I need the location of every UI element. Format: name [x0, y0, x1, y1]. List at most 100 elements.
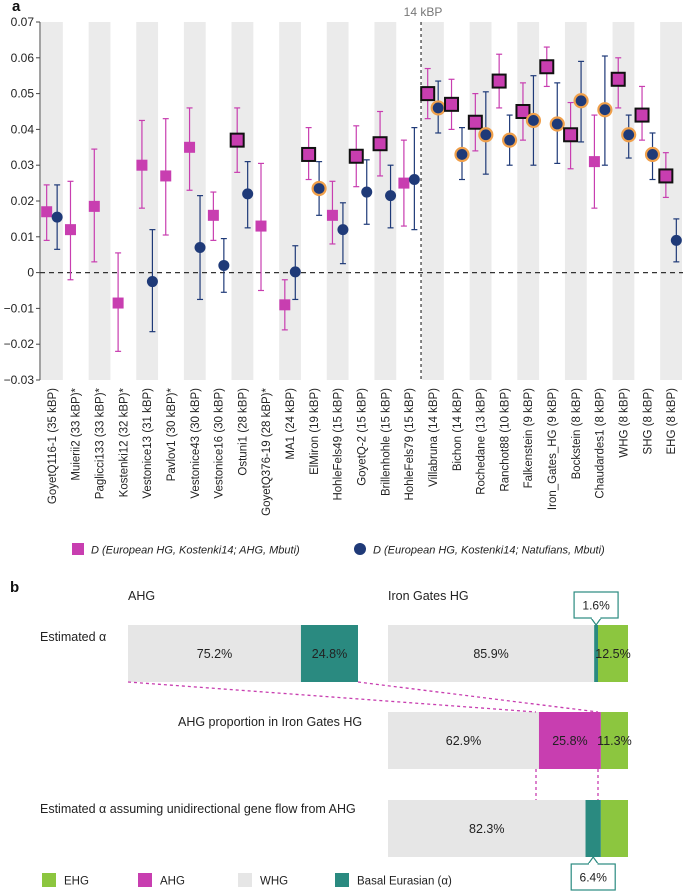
point-natufian-outlined [549, 116, 565, 132]
point-natufian [289, 266, 301, 278]
legend-b: EHG AHG WHG Basal Eurasian (α) [42, 873, 452, 888]
point-ahg [184, 141, 196, 153]
point-ahg-outlined [348, 148, 364, 164]
y-tick-label: 0.07 [11, 15, 35, 29]
x-tick-label: ElMiron (19 kBP) [309, 388, 321, 475]
reference-line-label: 14 kBP [404, 5, 443, 19]
point-ahg-outlined [372, 136, 388, 152]
category-stripe [612, 22, 635, 380]
legend-square-marker [72, 543, 84, 555]
x-tick-labels: GoyetQ116-1 (35 kBP) Muierii2 (33 kBP)* Pa… [47, 387, 678, 515]
category-stripe [564, 22, 587, 380]
x-tick-label: Kostenki12 (32 kBP)* [118, 387, 130, 497]
point-ahg [88, 200, 100, 212]
panel-b: b AHG Iron Gates HG Estimated α AHG prop… [10, 579, 632, 891]
point-natufian [337, 224, 349, 236]
point-natufian-outlined [597, 102, 613, 118]
x-tick-label: Villabruna (14 kBP) [428, 388, 440, 487]
y-tick-label: 0.06 [11, 51, 35, 65]
category-stripe [660, 22, 682, 380]
category-stripe [183, 22, 206, 380]
bar-segment [594, 625, 598, 682]
header-ahg: AHG [128, 589, 155, 603]
point-ahg [207, 209, 219, 221]
panel-a: a −0.03 −0.02 −0.01 0 0.01 0.02 0.03 0.04 0.05 0.… [4, 0, 683, 557]
point-natufian-outlined [502, 132, 518, 148]
x-tick-label: GoyetQ376-19 (28 kBP)* [261, 387, 273, 515]
callout-label: 1.6% [582, 599, 610, 613]
point-ahg-outlined [467, 114, 483, 130]
point-ahg [112, 297, 124, 309]
point-ahg [255, 220, 267, 232]
point-natufian-outlined [311, 180, 327, 197]
legend-swatch [138, 873, 152, 887]
point-ahg [279, 299, 291, 311]
connector-right [357, 681, 599, 713]
x-tick-label: Paglicci133 (33 kBP)* [95, 387, 107, 499]
y-tick-label: 0.03 [11, 158, 35, 172]
callout: 6.4% [570, 855, 616, 891]
x-tick-label: SHG (8 kBP) [642, 388, 654, 455]
category-stripe [279, 22, 301, 380]
data-points [41, 59, 682, 311]
callout-label: 6.4% [580, 871, 608, 885]
x-tick-label: Chaudardes1 (8 kBP) [595, 388, 607, 499]
x-tick-label: Bockstein (8 kBP) [571, 388, 583, 480]
legend-series-1-label: D (European HG, Kostenki14; AHG, Mbuti) [91, 545, 300, 557]
bar-segment [600, 712, 628, 769]
x-tick-label: MA1 (24 kBP) [285, 388, 297, 460]
header-iron-gates-hg: Iron Gates HG [388, 589, 469, 603]
x-tick-label: Ranchot88 (10 kBP) [499, 388, 511, 492]
x-tick-label: Vestonice16 (30 kBP) [214, 388, 226, 499]
segment-label: 25.8% [552, 734, 587, 748]
point-natufian [408, 174, 420, 186]
point-ahg-outlined [444, 96, 460, 112]
category-stripes [41, 22, 682, 380]
x-tick-label: Vestonice13 (31 kBP) [142, 388, 154, 499]
category-stripe [469, 22, 492, 380]
connector-left [127, 681, 537, 713]
point-natufian-outlined [525, 112, 542, 129]
legend-swatch [238, 873, 252, 887]
y-tick-label: 0.02 [11, 194, 35, 208]
y-tick-label: −0.02 [4, 337, 35, 351]
category-stripe [374, 22, 397, 380]
x-tick-label: Muierii2 (33 kBP)* [71, 387, 83, 480]
point-natufian-outlined [454, 146, 470, 163]
point-natufian-outlined [644, 146, 661, 163]
bar-segment [128, 625, 301, 682]
legend-a: D (European HG, Kostenki14; AHG, Mbuti) … [72, 543, 605, 557]
panel-a-label: a [12, 0, 21, 15]
point-ahg [64, 224, 76, 236]
x-tick-label: WHG (8 kBP) [618, 388, 630, 458]
segment-label: 85.9% [473, 647, 508, 661]
legend-series-2-label: D (European HG, Kostenki14; Natufians, M… [373, 545, 605, 557]
x-tick-label: Brillenhohle (15 kBP) [380, 388, 392, 496]
point-natufian [242, 188, 254, 200]
point-ahg-outlined [420, 86, 436, 102]
legend-swatch [42, 873, 56, 887]
point-natufian-outlined [478, 127, 494, 143]
point-natufian [218, 259, 230, 271]
legend-label: AHG [160, 876, 185, 888]
x-tick-label: Ostuni1 (28 kBP) [237, 388, 249, 476]
x-tick-label: Rochedane (13 kBP) [476, 388, 488, 495]
y-tick-label: 0.01 [11, 230, 35, 244]
row-label-estimated-alpha: Estimated α [40, 630, 106, 644]
y-tick-label: −0.01 [4, 301, 35, 315]
callout-pointer [590, 617, 602, 627]
segment-label: 12.5% [595, 647, 630, 661]
point-ahg [398, 177, 410, 189]
point-natufian [670, 234, 682, 246]
segment-label: 82.3% [469, 822, 504, 836]
bar-segment [598, 625, 628, 682]
bar-segment [388, 800, 586, 857]
point-natufian-outlined [621, 127, 637, 143]
segment-label: 62.9% [446, 734, 481, 748]
point-ahg-outlined [539, 59, 555, 75]
point-ahg-outlined [229, 132, 245, 148]
y-tick-label: 0.04 [11, 122, 35, 136]
bar-segment [600, 800, 628, 857]
category-stripe [41, 22, 63, 380]
point-ahg-outlined [634, 107, 650, 123]
